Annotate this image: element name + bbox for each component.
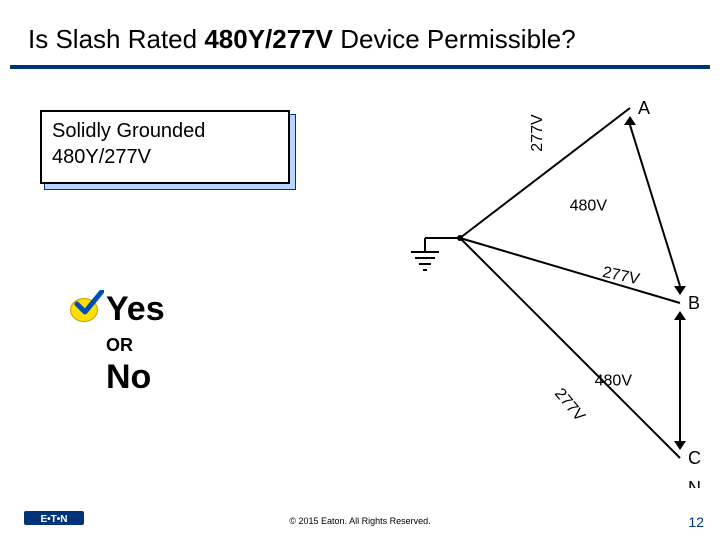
bullet-icon bbox=[70, 298, 98, 322]
page-number: 12 bbox=[688, 514, 704, 530]
answer-no: No bbox=[106, 358, 165, 397]
copyright-text: © 2015 Eaton. All Rights Reserved. bbox=[0, 516, 720, 526]
svg-text:B: B bbox=[688, 293, 700, 313]
svg-text:277V: 277V bbox=[551, 385, 588, 425]
info-box: Solidly Grounded 480Y/277V bbox=[40, 110, 290, 184]
title-rule bbox=[10, 65, 710, 69]
svg-text:480V: 480V bbox=[595, 373, 633, 390]
svg-text:N: N bbox=[688, 478, 701, 488]
slide: Is Slash Rated 480Y/277V Device Permissi… bbox=[0, 0, 720, 540]
svg-text:C: C bbox=[688, 448, 701, 468]
title-pre: Is Slash Rated bbox=[28, 24, 204, 54]
info-line-2: 480Y/277V bbox=[52, 144, 278, 170]
svg-text:A: A bbox=[638, 98, 650, 118]
answer-or: OR bbox=[106, 335, 165, 356]
page-title: Is Slash Rated 480Y/277V Device Permissi… bbox=[28, 24, 576, 55]
answer-block: Yes OR No bbox=[70, 290, 165, 397]
title-post: Device Permissible? bbox=[333, 24, 576, 54]
svg-text:277V: 277V bbox=[529, 114, 546, 152]
svg-text:277V: 277V bbox=[601, 264, 641, 288]
answer-yes: Yes bbox=[106, 290, 165, 328]
svg-text:480V: 480V bbox=[570, 198, 608, 215]
title-bold: 480Y/277V bbox=[204, 24, 333, 54]
info-line-1: Solidly Grounded bbox=[52, 118, 278, 144]
info-box-body: Solidly Grounded 480Y/277V bbox=[40, 110, 290, 184]
wye-diagram: 277V 277V 277V A B CN 480V 480V bbox=[330, 88, 710, 488]
